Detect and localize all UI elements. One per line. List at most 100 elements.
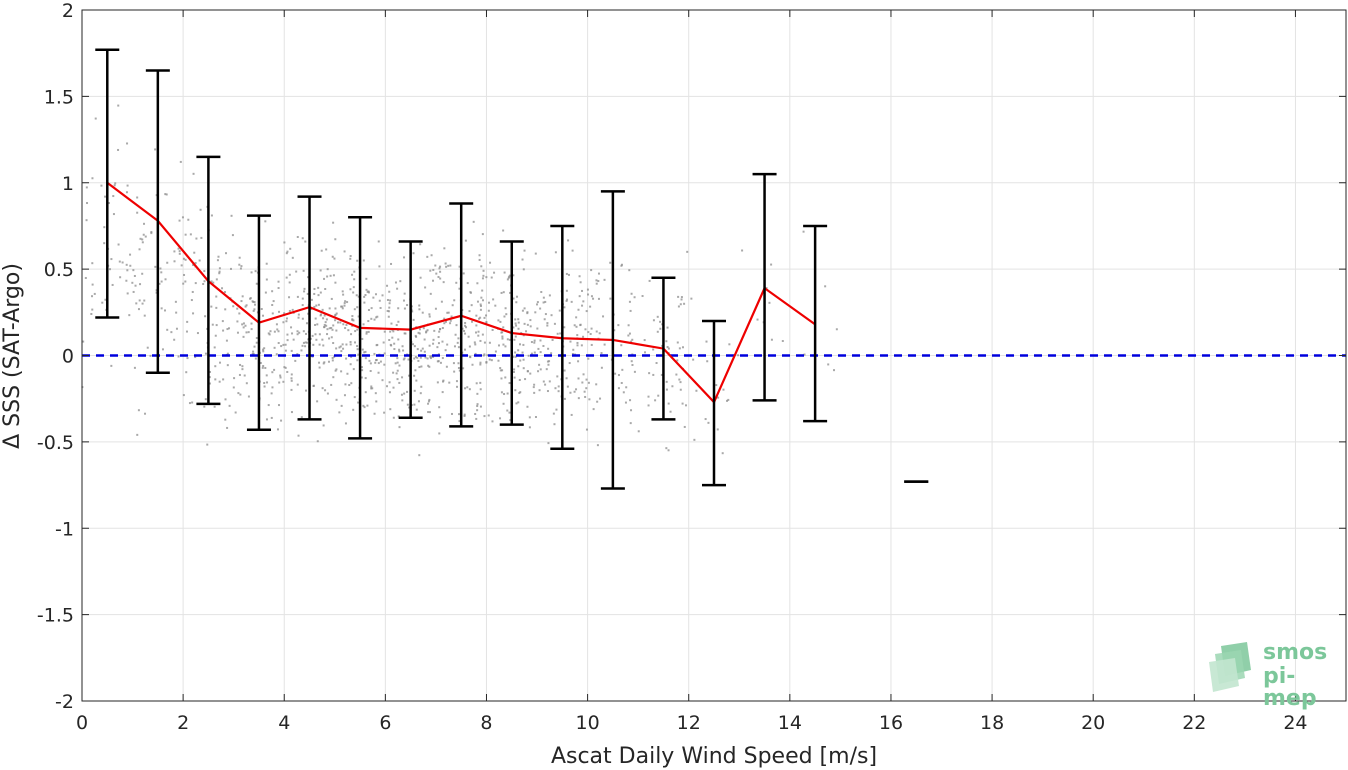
scatter-point	[277, 280, 280, 283]
scatter-point	[366, 404, 369, 407]
scatter-point	[530, 352, 533, 355]
scatter-point	[458, 420, 461, 423]
scatter-point	[317, 286, 320, 289]
scatter-point	[321, 387, 324, 390]
scatter-point	[141, 238, 144, 241]
scatter-point	[403, 292, 406, 295]
scatter-point	[483, 341, 486, 344]
scatter-point	[466, 386, 469, 389]
scatter-point	[307, 276, 310, 279]
scatter-point	[369, 370, 372, 373]
scatter-point	[396, 361, 399, 364]
scatter-point	[135, 302, 138, 305]
y-tick-label: -2	[55, 691, 74, 713]
scatter-point	[579, 323, 582, 326]
scatter-point	[474, 343, 477, 346]
scatter-point	[356, 328, 359, 331]
scatter-point	[412, 252, 415, 255]
error-bar	[246, 214, 271, 432]
scatter-point	[482, 269, 485, 272]
scatter-point	[620, 344, 623, 347]
scatter-point	[271, 290, 274, 293]
scatter-point	[614, 372, 617, 375]
scatter-point	[271, 371, 274, 374]
scatter-point	[214, 365, 217, 368]
scatter-point	[345, 343, 348, 346]
scatter-point	[262, 348, 265, 351]
scatter-point	[414, 369, 417, 372]
scatter-point	[402, 349, 405, 352]
scatter-point	[356, 259, 359, 262]
scatter-point	[357, 401, 360, 404]
scatter-point	[474, 412, 477, 415]
scatter-point	[393, 348, 396, 351]
scatter-point	[141, 241, 144, 244]
x-tick-labels: 0 2 4 6 8 10 12 14 16 18 20 22 24	[76, 712, 1308, 734]
scatter-point	[452, 362, 455, 365]
scatter-point	[374, 392, 377, 395]
logo-text-bottom: pi-mep	[1263, 664, 1317, 711]
scatter-point	[131, 281, 134, 284]
scatter-point	[533, 339, 536, 342]
scatter-point	[356, 348, 359, 351]
scatter-point	[132, 290, 135, 293]
scatter-point	[521, 258, 524, 261]
scatter-point	[447, 264, 450, 267]
scatter-point	[160, 280, 163, 283]
scatter-point	[286, 250, 289, 253]
scatter-point	[419, 392, 422, 395]
scatter-point	[210, 280, 213, 283]
scatter-point	[464, 239, 467, 242]
scatter-point	[388, 338, 391, 341]
scatter-point	[318, 361, 321, 364]
scatter-point	[493, 271, 496, 274]
scatter-point	[430, 355, 433, 358]
scatter-point	[218, 267, 221, 270]
scatter-point	[468, 310, 471, 313]
scatter-point	[570, 300, 573, 303]
x-tick-label: 22	[1182, 712, 1206, 734]
scatter-point	[342, 293, 345, 296]
scatter-point	[113, 184, 116, 187]
scatter-point	[600, 352, 603, 355]
error-bars	[95, 48, 929, 490]
scatter-point	[368, 359, 371, 362]
scatter-point	[383, 330, 386, 333]
scatter-point	[350, 333, 353, 336]
scatter-point	[600, 366, 603, 369]
scatter-point	[341, 343, 344, 346]
scatter-point	[365, 277, 368, 280]
scatter-point	[175, 327, 178, 330]
scatter-point	[397, 320, 400, 323]
scatter-point	[373, 412, 376, 415]
scatter-point	[628, 300, 631, 303]
scatter-point	[340, 370, 343, 373]
y-tick-label: 0	[62, 346, 74, 368]
scatter-point	[222, 378, 225, 381]
scatter-point	[449, 319, 452, 322]
scatter-point	[512, 326, 515, 329]
scatter-point	[226, 328, 229, 331]
scatter-point	[341, 307, 344, 310]
scatter-point	[334, 314, 337, 317]
scatter-point	[271, 386, 274, 389]
scatter-point	[567, 239, 570, 242]
scatter-point	[550, 352, 553, 355]
error-bar	[95, 48, 120, 319]
scatter-point	[215, 324, 218, 327]
scatter-point	[290, 411, 293, 414]
scatter-point	[261, 366, 264, 369]
scatter-point	[136, 433, 139, 436]
scatter-point	[483, 415, 486, 418]
scatter-point	[388, 290, 391, 293]
scatter-point	[365, 332, 368, 335]
x-tick-label: 18	[980, 712, 1004, 734]
scatter-point	[126, 142, 129, 145]
scatter-point	[581, 304, 584, 307]
y-tick-label: 1	[62, 173, 74, 195]
scatter-point	[538, 363, 541, 366]
scatter-point	[396, 287, 399, 290]
scatter-point	[482, 274, 485, 277]
scatter-point	[290, 377, 293, 380]
scatter-point	[367, 291, 370, 294]
